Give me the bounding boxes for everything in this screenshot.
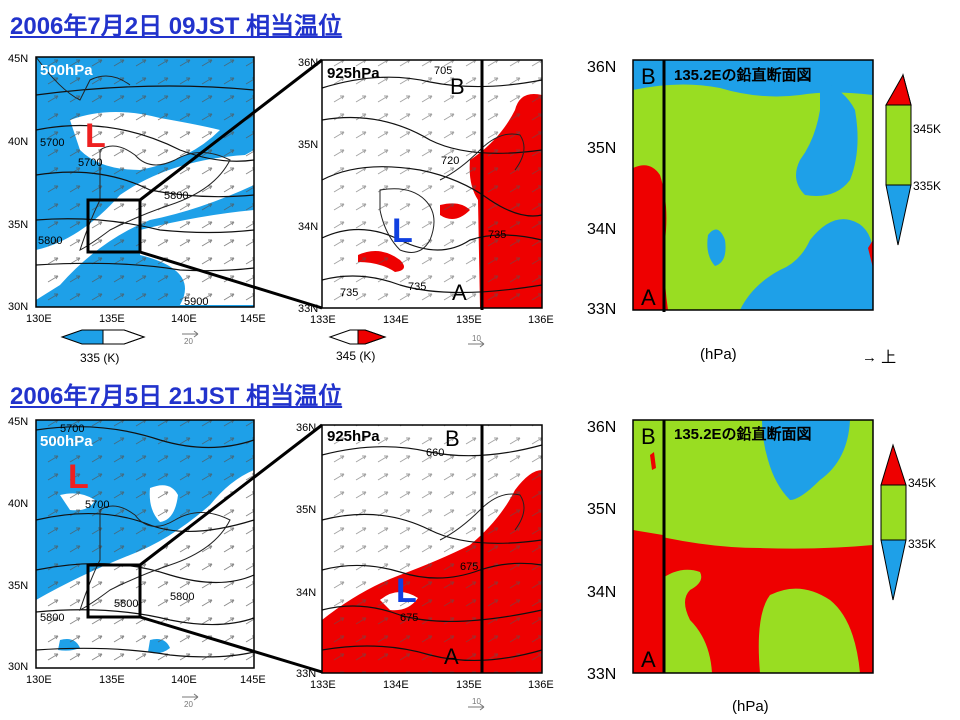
xtick-label: 135E — [456, 314, 482, 326]
ytick-label: 34N — [587, 584, 616, 601]
xtick-label: 145E — [240, 674, 266, 686]
ytick-label: 35N — [587, 140, 616, 157]
ytick-label: 40N — [8, 498, 28, 510]
map925-row2: 925hPa B A L 660 675 675 36N 35N 34N 33N… — [296, 422, 554, 711]
xtick-label: 135E — [456, 679, 482, 691]
ytick-label: 30N — [8, 301, 28, 313]
ytick-label: 33N — [587, 666, 616, 683]
vector-ref-label: 10 — [472, 697, 481, 706]
ytick-label: 35N — [8, 219, 28, 231]
section-end-bottom: A — [444, 644, 459, 669]
contour-label: 5800 — [114, 598, 138, 610]
colorbar-label: 345K — [913, 122, 941, 136]
xtick-label: 134E — [383, 314, 409, 326]
colorbar-label: 335K — [913, 179, 941, 193]
map925-row1: 925hPa B A L 705 720 735 735 735 36N 35N… — [298, 57, 554, 363]
ytick-label: 34N — [296, 587, 316, 599]
xtick-label: 140E — [171, 674, 197, 686]
section-end-bottom: A — [452, 280, 467, 305]
xtick-label: 130E — [26, 313, 52, 325]
ytick-label: 33N — [298, 303, 318, 315]
level-label: 500hPa — [40, 433, 93, 450]
colorbar-label: 335 (K) — [80, 351, 119, 365]
xtick-label: 135E — [99, 313, 125, 325]
level-label: 925hPa — [327, 65, 380, 82]
contour-label: 5800 — [38, 235, 62, 247]
ytick-label: 35N — [296, 504, 316, 516]
ytick-label: 33N — [296, 668, 316, 680]
xtick-label: 130E — [26, 674, 52, 686]
contour-label: 720 — [441, 155, 459, 167]
contour-label: 735 — [408, 281, 426, 293]
xtick-label: 135E — [99, 674, 125, 686]
contour-label: 660 — [426, 447, 444, 459]
section-row2: 135.2Eの鉛直断面図 B A 36N 35N 34N 33N 345K 33… — [587, 419, 936, 683]
contour-label: 5700 — [85, 499, 109, 511]
xtick-label: 145E — [240, 313, 266, 325]
low-mark: L — [396, 572, 417, 610]
section-axis-label: (hPa) — [700, 346, 737, 363]
contour-label: 5700 — [78, 157, 102, 169]
ytick-label: 36N — [296, 422, 316, 434]
low-mark: L — [85, 117, 106, 155]
contour-label: 735 — [340, 287, 358, 299]
ytick-label: 45N — [8, 416, 28, 428]
level-label: 925hPa — [327, 428, 380, 445]
ytick-label: 34N — [298, 221, 318, 233]
level-label: 500hPa — [40, 62, 93, 79]
ytick-label: 35N — [8, 580, 28, 592]
section-end-top: B — [641, 64, 656, 89]
contour-label: 675 — [400, 612, 418, 624]
ytick-label: 36N — [298, 57, 318, 69]
contour-label: 675 — [460, 561, 478, 573]
colorbar-label: 335K — [908, 537, 936, 551]
xtick-label: 136E — [528, 679, 554, 691]
contour-label: 5700 — [60, 423, 84, 435]
section-axis-label: (hPa) — [732, 698, 769, 715]
ytick-label: 36N — [587, 419, 616, 436]
map500-row2: 500hPa L 5700 5700 5800 5800 5800 45N 40… — [8, 416, 266, 709]
contour-label: 5900 — [184, 296, 208, 308]
title-row1: 2006年7月2日 09JST 相当温位 — [10, 13, 343, 40]
colorbar — [880, 443, 907, 486]
section-end-top: B — [445, 426, 460, 451]
map500-row1: 500hPa L 5700 5700 5800 5800 5900 45N 40… — [8, 53, 266, 365]
ytick-label: 36N — [587, 59, 616, 76]
vector-ref-label: 10 — [472, 334, 481, 343]
ytick-label: 35N — [298, 139, 318, 151]
vector-ref-label: 20 — [184, 700, 193, 709]
xtick-label: 134E — [383, 679, 409, 691]
contour-label: 735 — [488, 229, 506, 241]
contour-label: 5800 — [170, 591, 194, 603]
contour-label: 5700 — [40, 137, 64, 149]
section-title: 135.2Eの鉛直断面図 — [674, 66, 812, 84]
ytick-label: 33N — [587, 301, 616, 318]
xtick-label: 140E — [171, 313, 197, 325]
ytick-label: 40N — [8, 136, 28, 148]
low-mark: L — [392, 212, 413, 250]
vector-ref-label: 20 — [184, 337, 193, 346]
contour-label: 5800 — [40, 612, 64, 624]
title-row2: 2006年7月5日 21JST 相当温位 — [10, 383, 343, 410]
section-end-top: B — [450, 74, 465, 99]
contour-label: 705 — [434, 65, 452, 77]
colorbar-label: 345K — [908, 476, 936, 490]
section-title: 135.2Eの鉛直断面図 — [674, 425, 812, 443]
xtick-label: 133E — [310, 679, 336, 691]
ytick-label: 30N — [8, 661, 28, 673]
xtick-label: 136E — [528, 314, 554, 326]
section-direction-label: → 上 — [862, 349, 897, 366]
xtick-label: 133E — [310, 314, 336, 326]
ytick-label: 34N — [587, 221, 616, 238]
section-end-bottom: A — [641, 647, 656, 672]
section-end-top: B — [641, 424, 656, 449]
colorbar-label: 345 (K) — [336, 349, 375, 363]
contour-label: 5800 — [164, 190, 188, 202]
low-mark: L — [68, 458, 89, 496]
ytick-label: 35N — [587, 501, 616, 518]
ytick-label: 45N — [8, 53, 28, 65]
section-end-bottom: A — [641, 285, 656, 310]
section-row1: 135.2Eの鉛直断面図 B A 36N 35N 34N 33N 345K 33… — [587, 59, 941, 318]
